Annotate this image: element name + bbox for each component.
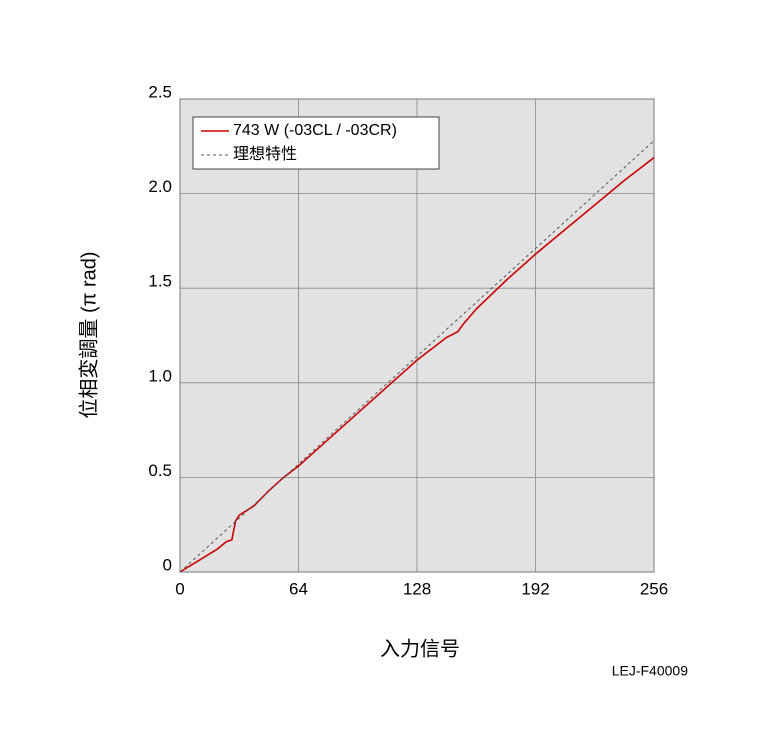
- y-axis-label: 位相変調量 (π rad): [77, 251, 100, 418]
- x-tick-label: 64: [289, 579, 308, 598]
- y-tick-label: 2.5: [148, 82, 172, 101]
- y-tick-label: 1.5: [148, 272, 172, 291]
- figure-id: LEJ-F40009: [612, 663, 688, 679]
- x-axis-label: 入力信号: [380, 637, 460, 660]
- legend-label: 743 W (-03CL / -03CR): [233, 122, 397, 139]
- y-tick-label: 2.0: [148, 177, 172, 196]
- x-tick-label: 256: [640, 579, 668, 598]
- legend-label: 理想特性: [233, 145, 297, 163]
- y-tick-label: 1.0: [148, 366, 172, 385]
- y-tick-label: 0: [163, 555, 172, 574]
- y-tick-label: 0.5: [148, 461, 172, 480]
- line-series: [179, 157, 655, 573]
- legend-box: [192, 116, 440, 170]
- grid: [179, 98, 655, 573]
- x-tick-label: 128: [403, 579, 431, 598]
- line-series: [179, 140, 655, 573]
- x-tick-label: 192: [521, 579, 549, 598]
- x-tick-label: 0: [175, 579, 184, 598]
